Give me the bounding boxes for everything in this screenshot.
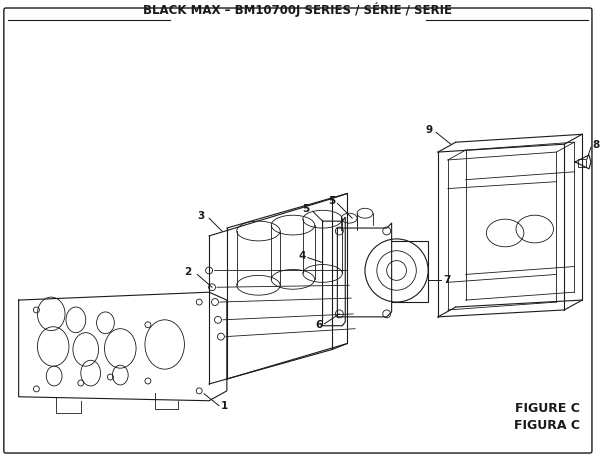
Text: 1: 1 — [221, 401, 228, 411]
Text: 5: 5 — [302, 204, 310, 214]
Text: 3: 3 — [197, 211, 204, 221]
Bar — [578, 159, 586, 167]
FancyBboxPatch shape — [4, 8, 592, 453]
Text: 6: 6 — [316, 320, 323, 330]
Text: BLACK MAX – BM10700J SERIES / SÉRIE / SERIE: BLACK MAX – BM10700J SERIES / SÉRIE / SE… — [143, 2, 452, 17]
Text: 2: 2 — [184, 268, 191, 278]
Text: 5: 5 — [328, 197, 335, 207]
Text: FIGURA C: FIGURA C — [514, 419, 580, 432]
Text: 9: 9 — [426, 126, 433, 135]
Text: 7: 7 — [443, 275, 451, 285]
Text: 4: 4 — [298, 251, 306, 261]
Text: FIGURE C: FIGURE C — [515, 402, 580, 415]
Text: 8: 8 — [592, 140, 599, 150]
